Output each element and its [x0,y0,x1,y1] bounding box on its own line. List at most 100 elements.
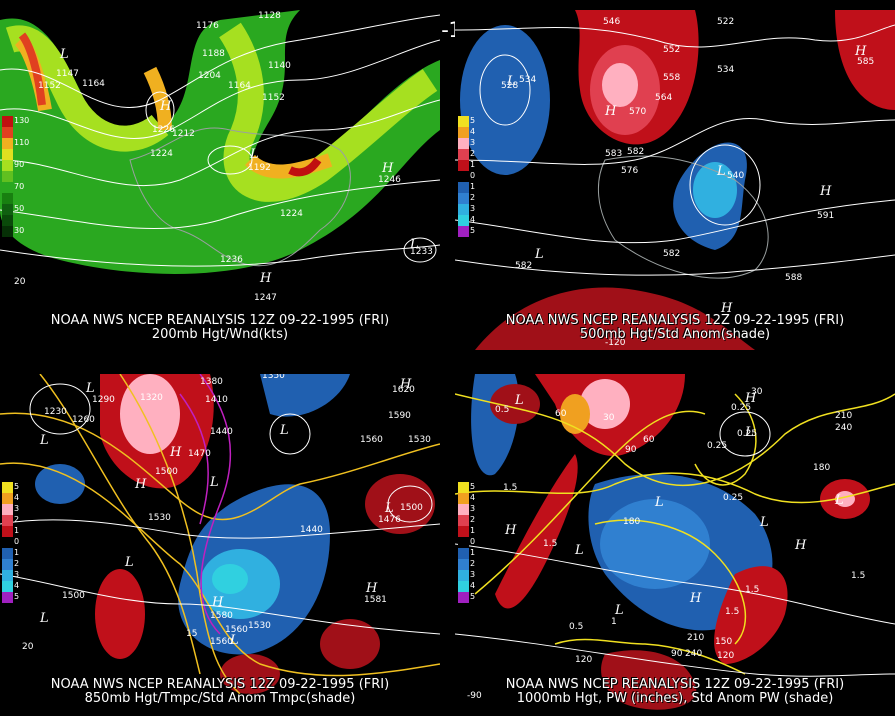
high-marker: H [259,271,272,286]
colorbar-label: 2 [470,515,476,524]
contour-label: 1560 [360,435,383,445]
high-marker: H [211,595,224,610]
colorbar-label: 2 [14,515,20,524]
colorbar-label: 4 [14,581,20,590]
contour-label: 1230 [44,407,67,417]
contour-label: 546 [603,17,620,27]
anomaly-colorbar [2,482,13,603]
low-marker: L [514,393,524,408]
contour-label: 1.5 [745,585,759,595]
contour-label: 1290 [92,395,115,405]
contour-label: 534 [717,65,734,75]
high-marker: H [365,581,378,596]
contour-label: 1204 [198,71,221,81]
contour-label: 585 [857,57,874,67]
contour-label: 15 [186,629,197,639]
contour-label: 0.5 [495,405,509,415]
contour-label: 210 [687,633,704,643]
contour-label: 1.5 [851,571,865,581]
contour-label: 1476 [378,515,401,525]
high-marker: H [159,99,172,114]
low-marker: L [614,603,624,618]
contour-label: 558 [663,73,680,83]
contour-label: 210 [835,411,852,421]
low-marker: L [409,237,419,252]
low-marker: L [229,633,239,648]
colorbar-label: 3 [470,570,476,579]
colorbar-label: 4 [470,493,476,502]
contour-label: 1224 [280,209,303,219]
contour-label: 591 [817,211,834,221]
colorbar-label: 4 [470,581,476,590]
contour-label: 1 [611,617,617,627]
anomaly-colorbar [458,116,469,237]
panel-200mb-map: L H L H L H 1176 1128 1188 1140 1152 1164 1204… [0,10,440,350]
high-marker: H [381,161,394,176]
panel-850mb-caption-line2: 850mb Hgt/Tmpc/Std Anom Tmpc(shade) [84,691,356,706]
contour-label: 552 [663,45,680,55]
contour-label: 1560 [225,625,248,635]
panel-500mb-svg: . L H L H H L H 546522552534558528534564… [455,10,895,350]
colorbar-label: 3 [470,504,476,513]
high-marker: H [604,104,617,119]
contour-label: 1410 [205,395,228,405]
low-marker: L [279,423,289,438]
contour-label: 534 [519,75,536,85]
anomaly-colorbar [458,482,469,603]
contour-label: 1440 [300,525,323,535]
panel-1000mb-svg: L L L L H L L H H L H 0.5 0.25 0.25 0.25 0.2… [455,374,895,714]
jet-wind-shading [0,10,440,274]
contour-label: 30 [603,413,615,423]
contour-label: 1147 [56,69,79,79]
contour-label: 180 [623,517,640,527]
high-marker: H [744,391,757,406]
panel-500mb-caption-line1: NOAA NWS NCEP REANALYSIS 12Z 09-22-1995 … [505,313,845,328]
contour-label: 0.5 [569,622,583,632]
contour-label: 1620 [392,385,415,395]
contour-label: 180 [813,463,830,473]
colorbar-label: 30 [14,226,25,235]
contour-label: 583 [605,149,622,159]
high-marker: H [854,44,867,59]
panel-850mb-map: L H L H L L L H L H H L L 1350 1380 1410 13… [0,374,440,714]
low-marker: L [124,555,134,570]
low-marker: L [209,475,219,490]
contour-label: 1560 [210,637,233,647]
panel-1000mb-caption-line2: 1000mb Hgt, PW (inches), Std Anom PW (sh… [516,691,834,706]
contour-label: 1140 [268,61,291,71]
high-marker: H [794,538,807,553]
high-marker: H [169,445,182,460]
contour-label: 1590 [388,411,411,421]
contour-label: -120 [605,338,626,348]
contour-label: 60 [555,409,567,419]
colorbar-label: 2 [14,559,20,568]
colorbar-label: 0 [470,171,476,180]
high-marker: H [134,477,147,492]
contour-label: 120 [575,655,592,665]
panel-1000mb-map: L L L L H L L H H L H 0.5 0.25 0.25 0.25 0.2… [455,374,895,714]
contour-label: 90 [671,649,683,659]
colorbar-label: 0 [14,537,20,546]
panel-850mb-caption-line1: NOAA NWS NCEP REANALYSIS 12Z 09-22-1995 … [50,677,390,692]
high-marker: H [689,591,702,606]
colorbar-label: 90 [14,160,25,169]
low-marker: L [574,543,584,558]
low-marker: L [39,611,49,626]
contour-label: 1500 [400,503,423,513]
low-marker: L [85,381,95,396]
colorbar-label: 1 [470,160,476,169]
colorbar-label: 0 [470,537,476,546]
colorbar-label: 3 [14,504,20,513]
panel-850mb-svg: L H L H L L L H L H H L L 13501380141013… [0,374,440,714]
colorbar-label: 4 [14,493,20,502]
contour-label: 1176 [196,21,219,31]
low-marker: L [506,74,516,89]
contour-label: 20 [14,277,26,287]
contour-label: 1212 [172,129,195,139]
contour-label: 1260 [72,415,95,425]
low-marker: L [39,433,49,448]
contour-label: 540 [727,171,744,181]
colorbar-label: 5 [14,482,20,491]
contour-label: 582 [627,147,644,157]
